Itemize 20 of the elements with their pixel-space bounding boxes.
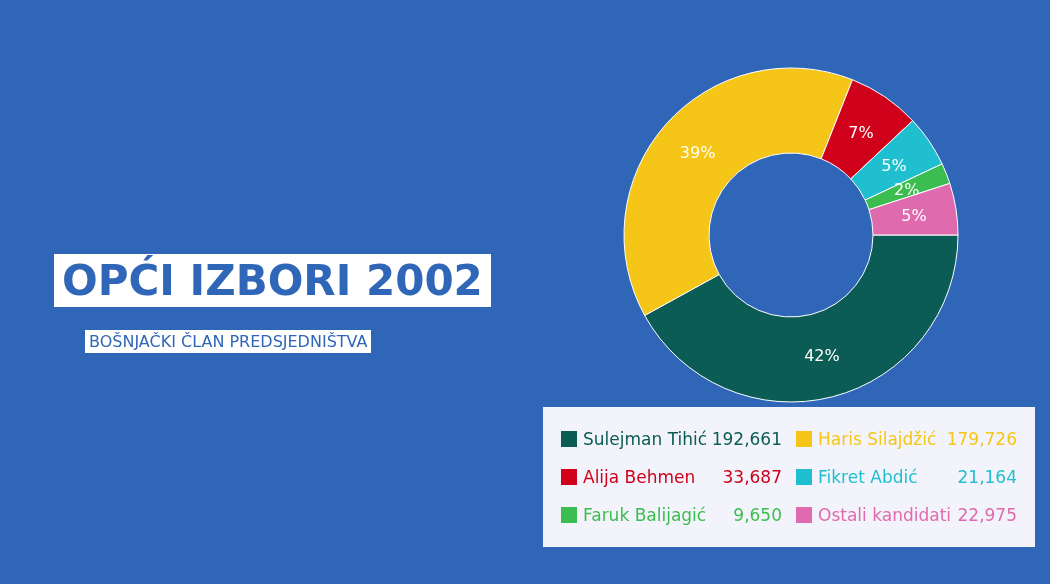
text: BOŠNJAČKI ČLAN PREDSJEDNIŠTVA bbox=[85, 330, 372, 353]
legend-label: Faruk Balijagić bbox=[583, 505, 708, 525]
legend-label: Sulejman Tihić bbox=[583, 429, 709, 449]
data-label: 5% bbox=[881, 155, 907, 175]
legend-label: Ostali kandidati bbox=[818, 505, 953, 525]
text: 22,975 bbox=[957, 505, 1017, 525]
text: 179,726 bbox=[946, 429, 1017, 449]
text: 21,164 bbox=[957, 467, 1017, 487]
text: 9,650 bbox=[733, 505, 782, 525]
text: 192,661 bbox=[711, 429, 782, 449]
data-label: 7% bbox=[848, 122, 874, 142]
data-label: 2% bbox=[894, 179, 920, 199]
data-label: 39% bbox=[679, 143, 716, 163]
text: 33,687 bbox=[722, 467, 782, 487]
legend-label: Haris Silajdžić bbox=[818, 429, 938, 449]
legend-label: Alija Behmen bbox=[583, 467, 697, 487]
text: OPĆI IZBORI 2002 bbox=[54, 254, 491, 307]
legend-label: Fikret Abdić bbox=[818, 467, 919, 487]
data-label: 5% bbox=[901, 206, 927, 226]
data-label: 42% bbox=[804, 346, 840, 366]
